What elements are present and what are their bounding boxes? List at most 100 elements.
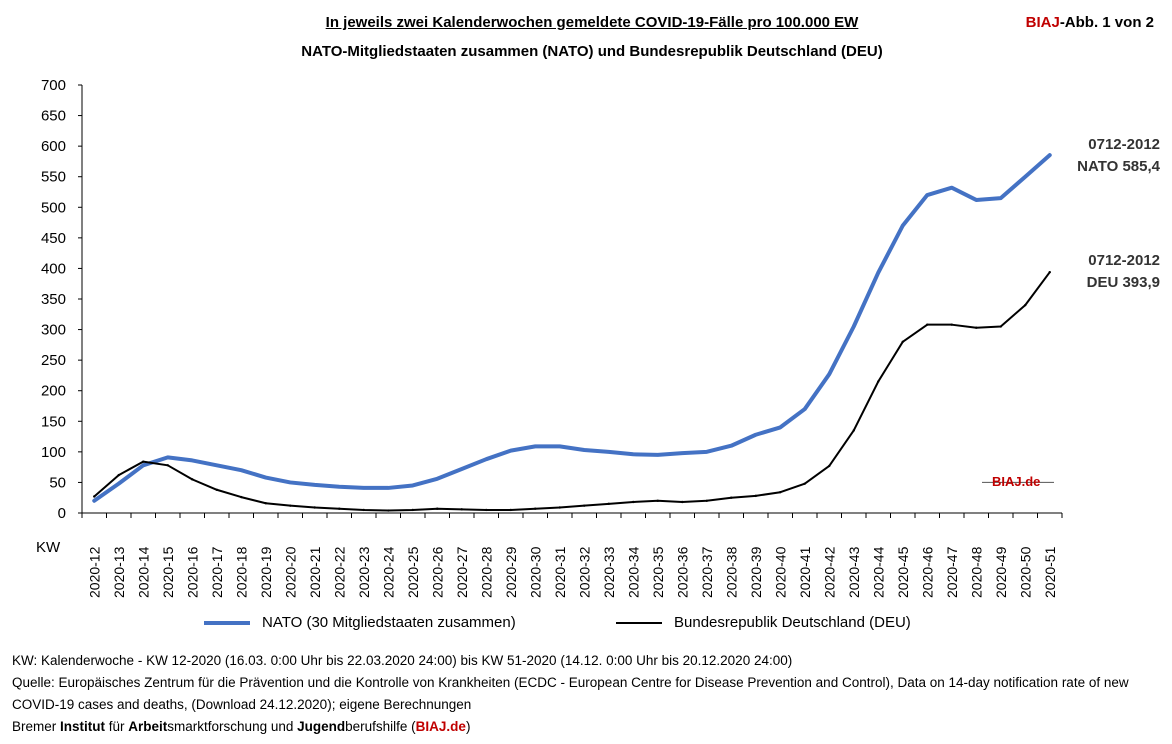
x-tick-label: 2020-12: [86, 546, 102, 598]
inst-part: smarktforschung und: [167, 719, 298, 734]
data-point-nato: [264, 476, 267, 479]
x-tick-label: 2020-26: [429, 546, 445, 598]
data-point-deu: [166, 464, 169, 467]
data-point-deu: [1048, 270, 1051, 274]
data-point-nato: [1024, 175, 1027, 178]
data-point-nato: [828, 373, 831, 376]
data-point-nato: [803, 407, 806, 411]
x-tick-label: 2020-46: [919, 546, 935, 598]
x-tick-label: 2020-24: [380, 546, 396, 598]
data-point-deu: [705, 499, 708, 502]
deu-callout-label: DEU 393,9: [1086, 274, 1160, 291]
x-tick-label: 2020-44: [870, 546, 886, 598]
data-point-deu: [877, 380, 880, 383]
badge-text: -Abb. 1 von 2: [1059, 14, 1154, 31]
series-line-nato: [92, 153, 1052, 503]
data-point-deu: [803, 482, 806, 485]
data-point-deu: [632, 500, 635, 504]
data-point-nato: [975, 198, 978, 202]
data-point-nato: [950, 186, 953, 189]
footnote-source: Quelle: Europäisches Zentrum für die Prä…: [12, 675, 1129, 712]
data-point-deu: [558, 506, 561, 509]
data-point-deu: [289, 504, 292, 507]
inst-link: BIAJ.de: [415, 719, 466, 734]
inst-part: für: [105, 719, 129, 734]
data-point-nato: [191, 459, 194, 462]
inst-part: berufshilfe (: [345, 719, 416, 734]
y-tick-label: 100: [41, 444, 66, 461]
x-tick-label: 2020-35: [650, 546, 666, 598]
series-line-deu: [93, 271, 1051, 512]
legend-label-deu: Bundesrepublik Deutschland (DEU): [674, 614, 911, 631]
inst-part: Institut: [60, 719, 106, 734]
data-point-nato: [656, 453, 659, 457]
y-tick-label: 200: [41, 383, 66, 400]
data-point-deu: [509, 508, 512, 512]
x-tick-label: 2020-34: [625, 546, 641, 598]
y-tick-label: 400: [41, 260, 66, 277]
data-point-nato: [877, 271, 880, 274]
data-point-deu: [1024, 303, 1027, 307]
x-tick-label: 2020-23: [356, 546, 372, 598]
y-tick-label: 300: [41, 322, 66, 339]
y-tick-label: 700: [41, 77, 66, 94]
data-point-nato: [387, 486, 390, 490]
legend-item-nato: NATO (30 Mitgliedstaaten zusammen): [204, 614, 516, 631]
data-point-deu: [411, 508, 414, 512]
y-tick-label: 350: [41, 291, 66, 308]
x-tick-label: 2020-29: [503, 546, 519, 598]
data-point-nato: [999, 196, 1002, 200]
data-point-nato: [926, 193, 929, 197]
data-point-deu: [607, 502, 610, 506]
y-tick-label: 600: [41, 138, 66, 155]
nato-callout-period: 0712-2012: [1088, 136, 1160, 153]
footnote-institute: Bremer Institut für Arbeitsmarktforschun…: [12, 716, 1162, 738]
data-point-nato: [338, 485, 341, 488]
x-tick-label: 2020-19: [258, 546, 274, 598]
x-tick-label: 2020-18: [233, 546, 249, 598]
x-tick-label: 2020-14: [135, 546, 151, 598]
x-tick-label: 2020-16: [184, 546, 200, 598]
x-tick-label: 2020-32: [576, 546, 592, 598]
nato-callout: 0712-2012 NATO 585,4: [1077, 134, 1160, 178]
data-point-nato: [460, 467, 463, 471]
y-tick-label: 0: [58, 505, 66, 522]
chart-title: In jeweils zwei Kalenderwochen gemeldete…: [325, 14, 859, 31]
data-point-nato: [93, 499, 96, 502]
data-point-nato: [142, 464, 145, 467]
inst-part: ): [465, 719, 471, 734]
data-point-nato: [485, 457, 488, 461]
data-point-deu: [681, 500, 684, 504]
legend-swatch-nato: [204, 620, 250, 625]
y-tick-label: 550: [41, 169, 66, 186]
data-point-nato: [289, 481, 292, 484]
x-tick-label: 2020-39: [748, 546, 764, 598]
x-tick-label: 2020-37: [699, 546, 715, 598]
data-point-nato: [852, 325, 855, 328]
x-tick-label: 2020-22: [331, 546, 347, 598]
legend-label-nato: NATO (30 Mitgliedstaaten zusammen): [262, 614, 516, 631]
figure-badge: BIAJ-Abb. 1 von 2: [1026, 14, 1154, 31]
data-point-nato: [681, 451, 684, 455]
data-point-deu: [926, 323, 929, 326]
data-point-deu: [215, 488, 218, 491]
data-point-deu: [436, 507, 439, 510]
x-tick-label: 2020-17: [209, 546, 225, 598]
x-tick-label: 2020-43: [846, 546, 862, 598]
data-point-deu: [313, 506, 316, 509]
y-tick-label: 650: [41, 108, 66, 125]
x-tick-label: 2020-21: [307, 546, 323, 598]
x-tick-label: 2020-31: [552, 546, 568, 598]
data-point-deu: [191, 478, 194, 481]
data-point-deu: [142, 460, 145, 463]
data-point-deu: [656, 499, 659, 502]
x-axis-title: KW: [36, 539, 61, 556]
x-tick-label: 2020-38: [723, 546, 739, 598]
x-tick-label: 2020-20: [282, 546, 298, 598]
x-tick-label: 2020-28: [478, 546, 494, 598]
inst-part: Jugend: [297, 719, 346, 734]
biaj-watermark-label: BIAJ.de: [992, 474, 1041, 489]
data-point-deu: [264, 502, 267, 505]
data-point-deu: [117, 473, 120, 477]
data-point-nato: [436, 477, 439, 480]
